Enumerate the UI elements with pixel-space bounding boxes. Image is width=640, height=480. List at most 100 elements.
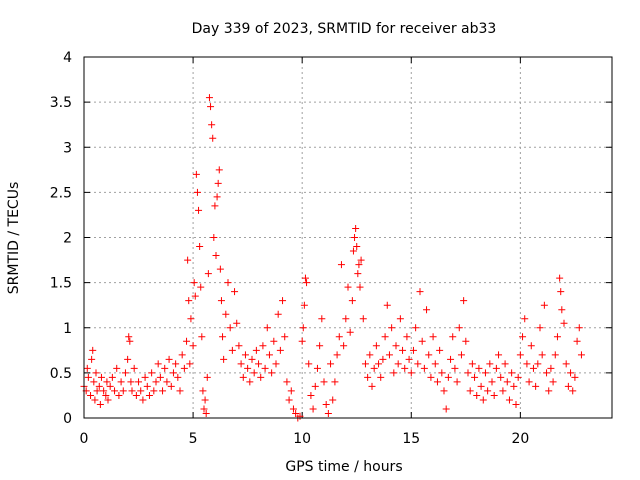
data-point — [186, 360, 194, 368]
data-point — [344, 283, 352, 291]
data-point — [447, 355, 455, 363]
data-point — [379, 355, 387, 363]
data-point — [259, 342, 267, 350]
data-point — [436, 346, 444, 354]
data-point — [270, 337, 278, 345]
data-point — [174, 373, 182, 381]
data-point — [383, 301, 391, 309]
y-tick-label: 2.5 — [50, 185, 72, 201]
data-point — [390, 369, 398, 377]
chart-title: Day 339 of 2023, SRMTID for receiver ab3… — [192, 21, 497, 37]
data-point — [497, 373, 505, 381]
data-point — [523, 360, 531, 368]
data-point — [228, 346, 236, 354]
data-point — [569, 387, 577, 395]
data-point — [353, 243, 361, 251]
data-point — [220, 355, 228, 363]
data-point — [281, 333, 289, 341]
data-point — [516, 351, 524, 359]
data-point — [423, 306, 431, 314]
data-point — [320, 378, 328, 386]
data-point — [189, 342, 197, 350]
data-point — [473, 391, 481, 399]
data-point — [305, 360, 313, 368]
data-point — [128, 387, 136, 395]
data-point — [298, 337, 306, 345]
y-tick-label: 2 — [63, 231, 72, 247]
data-point — [89, 346, 97, 354]
data-point — [396, 315, 404, 323]
data-point — [210, 234, 218, 241]
data-point — [169, 369, 177, 377]
data-point — [307, 391, 315, 399]
data-point — [462, 337, 470, 345]
data-point — [167, 382, 175, 390]
data-point — [165, 355, 173, 363]
data-point — [401, 364, 409, 372]
data-point — [457, 351, 465, 359]
x-tick-label: 10 — [293, 431, 311, 447]
data-point — [126, 337, 134, 345]
y-tick-label: 0 — [63, 411, 72, 427]
data-point — [460, 297, 468, 305]
data-point — [562, 360, 570, 368]
data-point — [250, 369, 258, 377]
data-point — [333, 351, 341, 359]
data-point — [519, 333, 527, 341]
data-point — [213, 193, 221, 201]
data-point — [564, 382, 572, 390]
data-point — [416, 288, 424, 296]
data-point — [451, 364, 459, 372]
data-point — [272, 360, 280, 368]
data-point — [113, 364, 121, 372]
data-point — [104, 396, 112, 404]
data-point — [268, 369, 276, 377]
data-point — [429, 333, 437, 341]
data-point — [545, 387, 553, 395]
data-point — [370, 364, 378, 372]
data-point — [124, 355, 132, 363]
data-point — [466, 387, 474, 395]
y-axis-title: SRMTID / TECUs — [6, 182, 22, 295]
data-point — [481, 369, 489, 377]
data-point — [322, 400, 330, 408]
data-point — [453, 378, 461, 386]
data-point — [492, 364, 500, 372]
data-point — [368, 382, 376, 390]
data-point — [292, 409, 300, 417]
data-point — [311, 382, 319, 390]
data-point — [211, 202, 219, 210]
data-point — [176, 387, 184, 395]
data-point — [83, 364, 91, 372]
data-point — [309, 405, 317, 413]
x-tick-label: 20 — [511, 431, 529, 447]
data-point — [287, 387, 295, 395]
data-point — [185, 297, 193, 305]
data-point — [405, 355, 413, 363]
data-point — [529, 364, 537, 372]
data-point — [97, 373, 105, 381]
data-point — [237, 360, 245, 368]
data-point — [135, 378, 143, 386]
data-point — [184, 256, 192, 264]
data-point — [477, 382, 485, 390]
data-point — [296, 412, 304, 420]
data-point — [178, 351, 186, 359]
data-point — [560, 319, 568, 327]
data-point — [87, 391, 95, 399]
data-point — [276, 346, 284, 354]
data-point — [342, 315, 350, 323]
data-point — [137, 387, 145, 395]
data-point — [299, 324, 307, 332]
data-point — [199, 387, 207, 395]
data-point — [348, 297, 356, 305]
data-point — [366, 351, 374, 359]
data-point — [486, 360, 494, 368]
y-tick-label: 1.5 — [50, 276, 72, 292]
data-point — [261, 364, 269, 372]
data-point — [479, 396, 487, 404]
data-point — [121, 369, 129, 377]
data-point — [527, 342, 535, 350]
data-point — [329, 396, 337, 404]
data-point — [92, 369, 100, 377]
